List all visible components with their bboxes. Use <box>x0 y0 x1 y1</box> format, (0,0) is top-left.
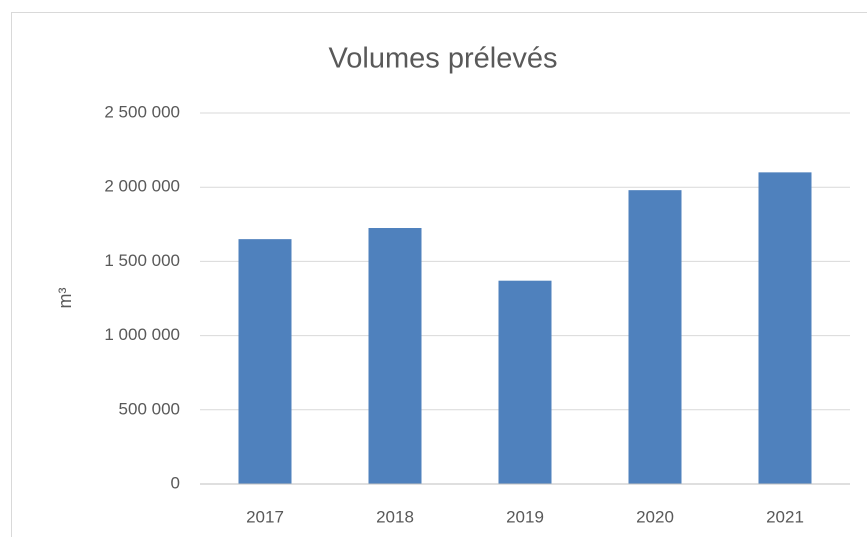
y-tick-label: 2 500 000 <box>104 102 180 121</box>
x-tick-label: 2017 <box>246 507 284 526</box>
chart-frame <box>11 12 867 537</box>
y-tick-label: 0 <box>171 473 180 492</box>
bar <box>758 172 812 485</box>
y-tick-label: 2 000 000 <box>104 177 180 196</box>
bar <box>238 239 292 484</box>
chart-title: Volumes prélevés <box>329 43 558 75</box>
y-axis-label: m³ <box>55 288 75 309</box>
x-tick-label: 2018 <box>376 507 414 526</box>
bar <box>498 280 552 484</box>
y-tick-label: 500 000 <box>119 399 180 418</box>
x-tick-label: 2021 <box>766 507 804 526</box>
x-tick-label: 2019 <box>506 507 544 526</box>
bar <box>628 190 682 484</box>
y-tick-label: 1 000 000 <box>104 325 180 344</box>
x-tick-label: 2020 <box>636 507 674 526</box>
y-tick-label: 1 500 000 <box>104 251 180 270</box>
bar <box>368 228 422 484</box>
